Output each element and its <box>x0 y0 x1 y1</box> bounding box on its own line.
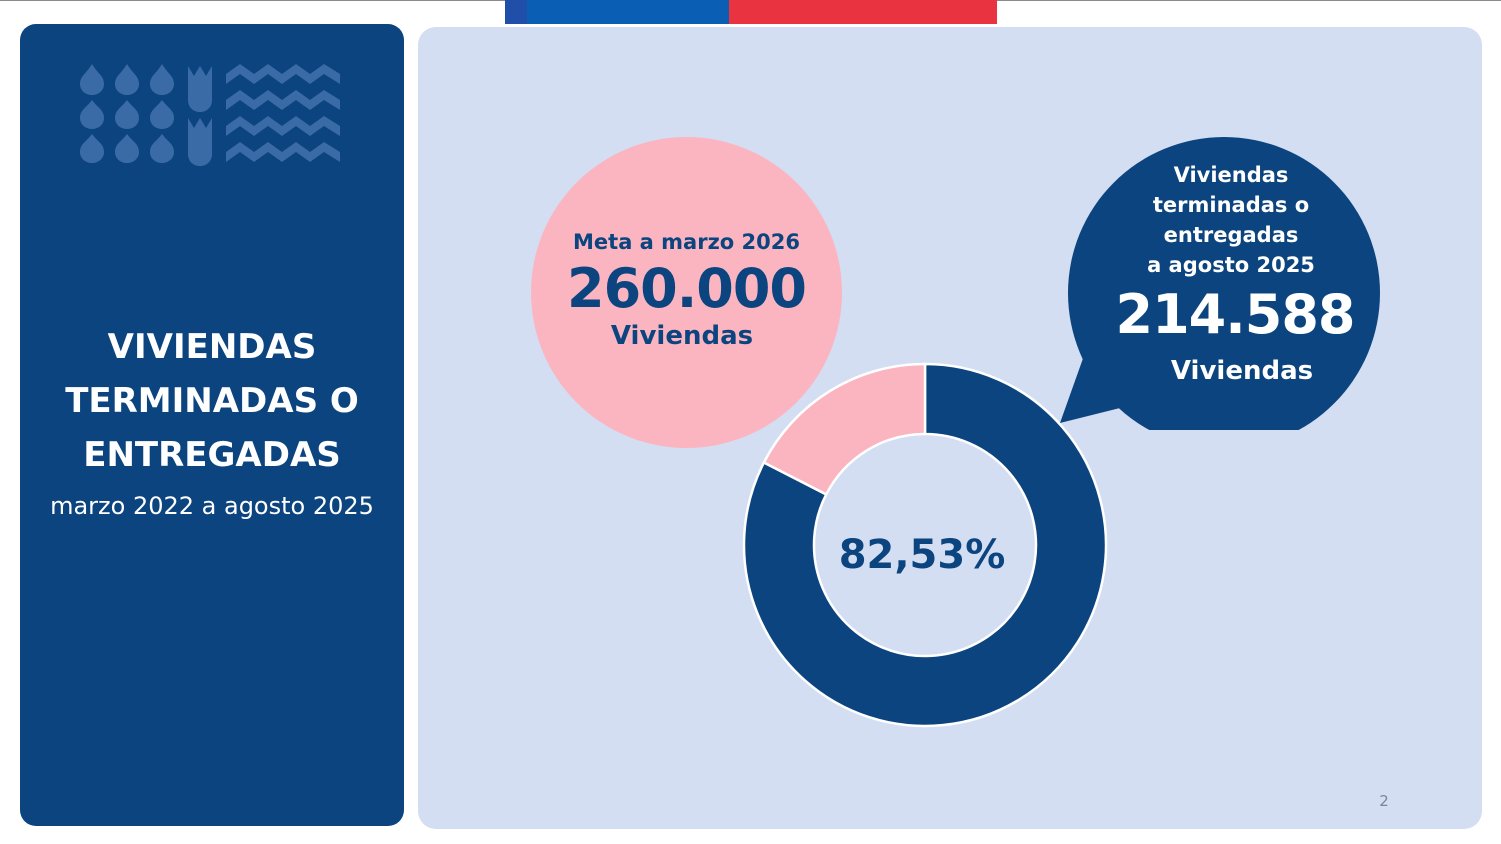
achieved-label-line: Viviendas <box>1173 163 1289 187</box>
goal-label: Meta a marzo 2026 <box>573 230 800 254</box>
sidebar-title-line: VIVIENDAS <box>107 327 317 367</box>
title-sidebar: VIVIENDAS TERMINADAS O ENTREGADAS marzo … <box>20 24 404 826</box>
achieved-label-line: a agosto 2025 <box>1147 253 1315 277</box>
goal-unit: Viviendas <box>610 321 754 351</box>
achieved-speech-bubble <box>1060 137 1380 430</box>
sidebar-title-line: TERMINADAS O <box>65 381 359 421</box>
sidebar-title: VIVIENDAS TERMINADAS O ENTREGADAS <box>20 320 404 482</box>
achieved-unit: Viviendas <box>1170 356 1314 386</box>
donut-center-label: 82,53% <box>839 532 1006 578</box>
achieved-label-line: entregadas <box>1163 223 1299 247</box>
flag-blue-stripe <box>505 0 729 24</box>
progress-donut-chart: 82,53% <box>742 362 1108 728</box>
wheat-and-waves-pattern-icon <box>80 64 340 166</box>
achieved-value: 214.588 <box>1115 283 1356 346</box>
donut-slice-0 <box>742 362 1108 728</box>
achieved-label-line: terminadas o <box>1152 193 1310 217</box>
speech-bubble-tail <box>1060 350 1152 423</box>
speech-bubble-body <box>1068 137 1380 430</box>
donut-slice-1 <box>762 362 927 497</box>
sidebar-subtitle: marzo 2022 a agosto 2025 <box>50 492 374 520</box>
page-number: 2 <box>1379 792 1389 810</box>
flag-red-stripe <box>729 0 997 24</box>
sidebar-title-line: ENTREGADAS <box>83 435 341 475</box>
goal-bubble: Meta a marzo 2026 260.000 Viviendas <box>531 137 842 448</box>
achieved-label: Viviendas terminadas o entregadas a agos… <box>1120 160 1342 280</box>
goal-value: 260.000 <box>567 257 807 320</box>
